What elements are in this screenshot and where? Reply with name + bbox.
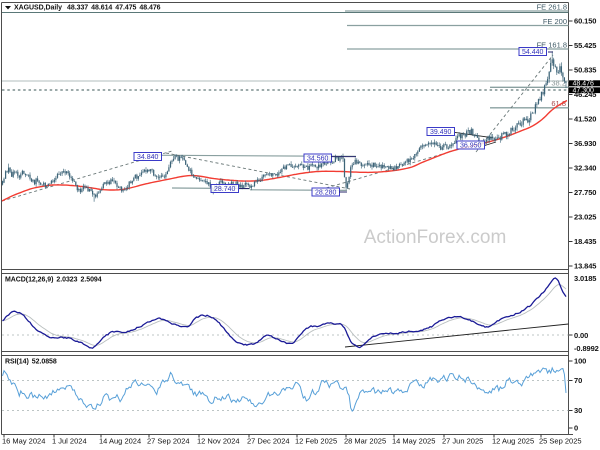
svg-text:13.845: 13.845 bbox=[574, 262, 596, 271]
svg-text:34.560: 34.560 bbox=[307, 156, 329, 163]
svg-text:12 Nov 2024: 12 Nov 2024 bbox=[197, 437, 240, 446]
svg-text:27.750: 27.750 bbox=[574, 188, 596, 197]
svg-text:38.2: 38.2 bbox=[551, 79, 566, 88]
svg-text:12 Feb 2025: 12 Feb 2025 bbox=[295, 437, 337, 446]
svg-text:47.300: 47.300 bbox=[573, 88, 595, 95]
svg-text:30: 30 bbox=[574, 406, 582, 415]
svg-text:100: 100 bbox=[574, 357, 586, 366]
svg-text:1 Jul 2024: 1 Jul 2024 bbox=[52, 437, 87, 446]
svg-text:27 Jun 2025: 27 Jun 2025 bbox=[442, 437, 483, 446]
svg-text:27 Sep 2024: 27 Sep 2024 bbox=[147, 437, 190, 446]
svg-text:FE 161.8: FE 161.8 bbox=[537, 41, 567, 50]
svg-text:FE 200: FE 200 bbox=[543, 17, 567, 26]
svg-text:14 Aug 2024: 14 Aug 2024 bbox=[99, 437, 141, 446]
svg-text:ActionForex.com: ActionForex.com bbox=[364, 227, 507, 248]
svg-text:55.425: 55.425 bbox=[574, 41, 596, 50]
svg-text:18.435: 18.435 bbox=[574, 237, 596, 246]
svg-text:34.840: 34.840 bbox=[137, 154, 159, 161]
svg-text:16 May 2024: 16 May 2024 bbox=[2, 437, 45, 446]
svg-text:48.476: 48.476 bbox=[573, 81, 595, 88]
svg-text:60.150: 60.150 bbox=[574, 17, 596, 26]
svg-text:32.340: 32.340 bbox=[574, 164, 596, 173]
svg-text:70: 70 bbox=[574, 376, 582, 385]
svg-text:0: 0 bbox=[574, 424, 578, 433]
svg-text:36.930: 36.930 bbox=[574, 139, 596, 148]
svg-text:28.280: 28.280 bbox=[315, 190, 337, 197]
svg-text:61.8: 61.8 bbox=[551, 99, 566, 108]
svg-text:46.245: 46.245 bbox=[574, 90, 596, 99]
svg-text:25 Sep 2025: 25 Sep 2025 bbox=[539, 437, 582, 446]
svg-text:27 Dec 2024: 27 Dec 2024 bbox=[247, 437, 290, 446]
svg-text:14 May 2025: 14 May 2025 bbox=[392, 437, 435, 446]
svg-text:28.740: 28.740 bbox=[214, 186, 236, 193]
svg-text:54.440: 54.440 bbox=[522, 49, 544, 56]
svg-text:50.835: 50.835 bbox=[574, 66, 596, 75]
svg-text:12 Aug 2025: 12 Aug 2025 bbox=[492, 437, 534, 446]
svg-text:-0.8992: -0.8992 bbox=[574, 344, 599, 353]
svg-text:FE 261.8: FE 261.8 bbox=[537, 3, 567, 12]
svg-text:23.025: 23.025 bbox=[574, 213, 596, 222]
svg-text:41.520: 41.520 bbox=[574, 115, 596, 124]
svg-text:28 Mar 2025: 28 Mar 2025 bbox=[344, 437, 386, 446]
svg-text:0.00: 0.00 bbox=[574, 331, 588, 340]
svg-text:36.950: 36.950 bbox=[460, 143, 482, 150]
svg-text:3.0185: 3.0185 bbox=[574, 274, 596, 283]
svg-text:RSI(14)52.0858: RSI(14) 52.0858 bbox=[5, 359, 57, 366]
svg-text:39.490: 39.490 bbox=[430, 129, 452, 136]
